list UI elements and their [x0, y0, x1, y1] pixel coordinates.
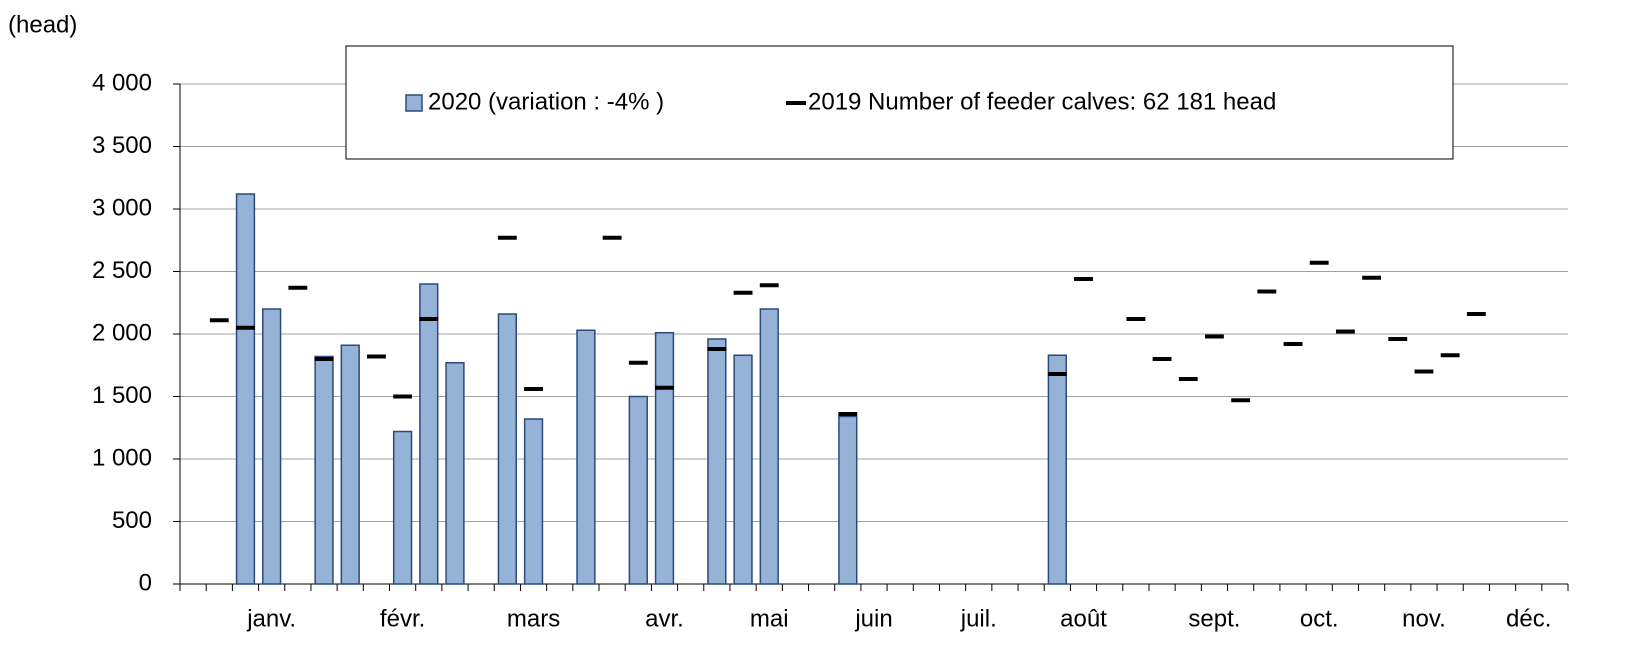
- x-tick-label: mai: [750, 605, 789, 632]
- x-tick-label: juil.: [960, 605, 997, 632]
- dash-marker: [497, 235, 517, 240]
- dash-marker: [1257, 289, 1277, 294]
- y-tick-label: 1 500: [92, 382, 152, 409]
- dash-marker: [209, 318, 229, 323]
- x-tick-label: mars: [507, 605, 560, 632]
- x-tick-label: oct.: [1300, 605, 1339, 632]
- dash-marker: [838, 412, 858, 416]
- bar: [707, 338, 727, 585]
- dash-marker: [1335, 329, 1355, 334]
- x-tick-label: sept.: [1188, 605, 1240, 632]
- dash-marker: [1466, 312, 1486, 316]
- legend-swatch: [405, 94, 423, 112]
- bar: [628, 395, 648, 585]
- dash-marker: [602, 235, 622, 240]
- bar: [523, 418, 544, 585]
- dash-marker: [1178, 377, 1198, 381]
- bar: [392, 430, 413, 585]
- dash-marker: [628, 360, 648, 365]
- bar: [419, 283, 439, 585]
- dash-marker: [1074, 277, 1093, 281]
- x-tick-label: avr.: [645, 605, 684, 632]
- dash-marker: [733, 290, 753, 295]
- bar: [733, 354, 753, 585]
- x-tick-label: août: [1060, 605, 1107, 632]
- dash-marker: [1126, 317, 1146, 321]
- dash-marker: [1283, 342, 1303, 346]
- x-tick-label: déc.: [1506, 605, 1551, 632]
- x-tick-label: févr.: [380, 605, 425, 632]
- dash-marker: [419, 317, 439, 321]
- bar: [314, 355, 334, 585]
- legend-label: 2019 Number of feeder calves: 62 181 hea…: [808, 88, 1276, 115]
- y-tick-label: 2 500: [92, 257, 152, 284]
- y-tick-label: 3 000: [92, 194, 152, 221]
- y-axis-label: (head): [8, 11, 77, 38]
- legend-swatch: [786, 101, 806, 105]
- y-tick-label: 500: [112, 507, 152, 534]
- dash-marker: [759, 283, 779, 288]
- bar: [340, 344, 360, 585]
- bar: [654, 332, 675, 585]
- dash-marker: [1440, 353, 1460, 358]
- dash-marker: [1309, 260, 1329, 265]
- bar: [759, 308, 779, 585]
- y-tick-label: 3 500: [92, 132, 152, 159]
- bar: [235, 193, 256, 585]
- bar: [838, 415, 858, 585]
- dash-marker: [707, 347, 727, 351]
- x-tick-label: janv.: [246, 605, 296, 632]
- y-tick-label: 1 000: [92, 444, 152, 471]
- x-tick-label: nov.: [1402, 605, 1446, 632]
- dash-marker: [288, 285, 308, 290]
- dash-marker: [1414, 369, 1434, 374]
- bar: [1047, 354, 1067, 585]
- dash-marker: [1231, 398, 1251, 403]
- legend-box: [345, 45, 1454, 160]
- bar: [576, 329, 596, 585]
- dash-marker: [366, 354, 386, 359]
- dash-marker: [1205, 334, 1224, 339]
- dash-marker: [1388, 337, 1408, 341]
- bar: [262, 308, 282, 585]
- dash-marker: [314, 357, 334, 361]
- dash-marker: [393, 394, 413, 399]
- y-tick-label: 0: [139, 569, 152, 596]
- dash-marker: [1047, 372, 1067, 376]
- bar: [445, 362, 465, 585]
- dash-marker: [1152, 357, 1172, 361]
- x-tick-label: juin: [854, 605, 892, 632]
- bar: [497, 313, 518, 585]
- y-tick-label: 2 000: [92, 319, 152, 346]
- dash-marker: [1362, 275, 1382, 280]
- y-tick-label: 4 000: [92, 69, 152, 96]
- dash-marker: [655, 385, 674, 390]
- legend-label: 2020 (variation : -4% ): [428, 88, 664, 115]
- dash-marker: [236, 325, 255, 330]
- dash-marker: [524, 387, 543, 391]
